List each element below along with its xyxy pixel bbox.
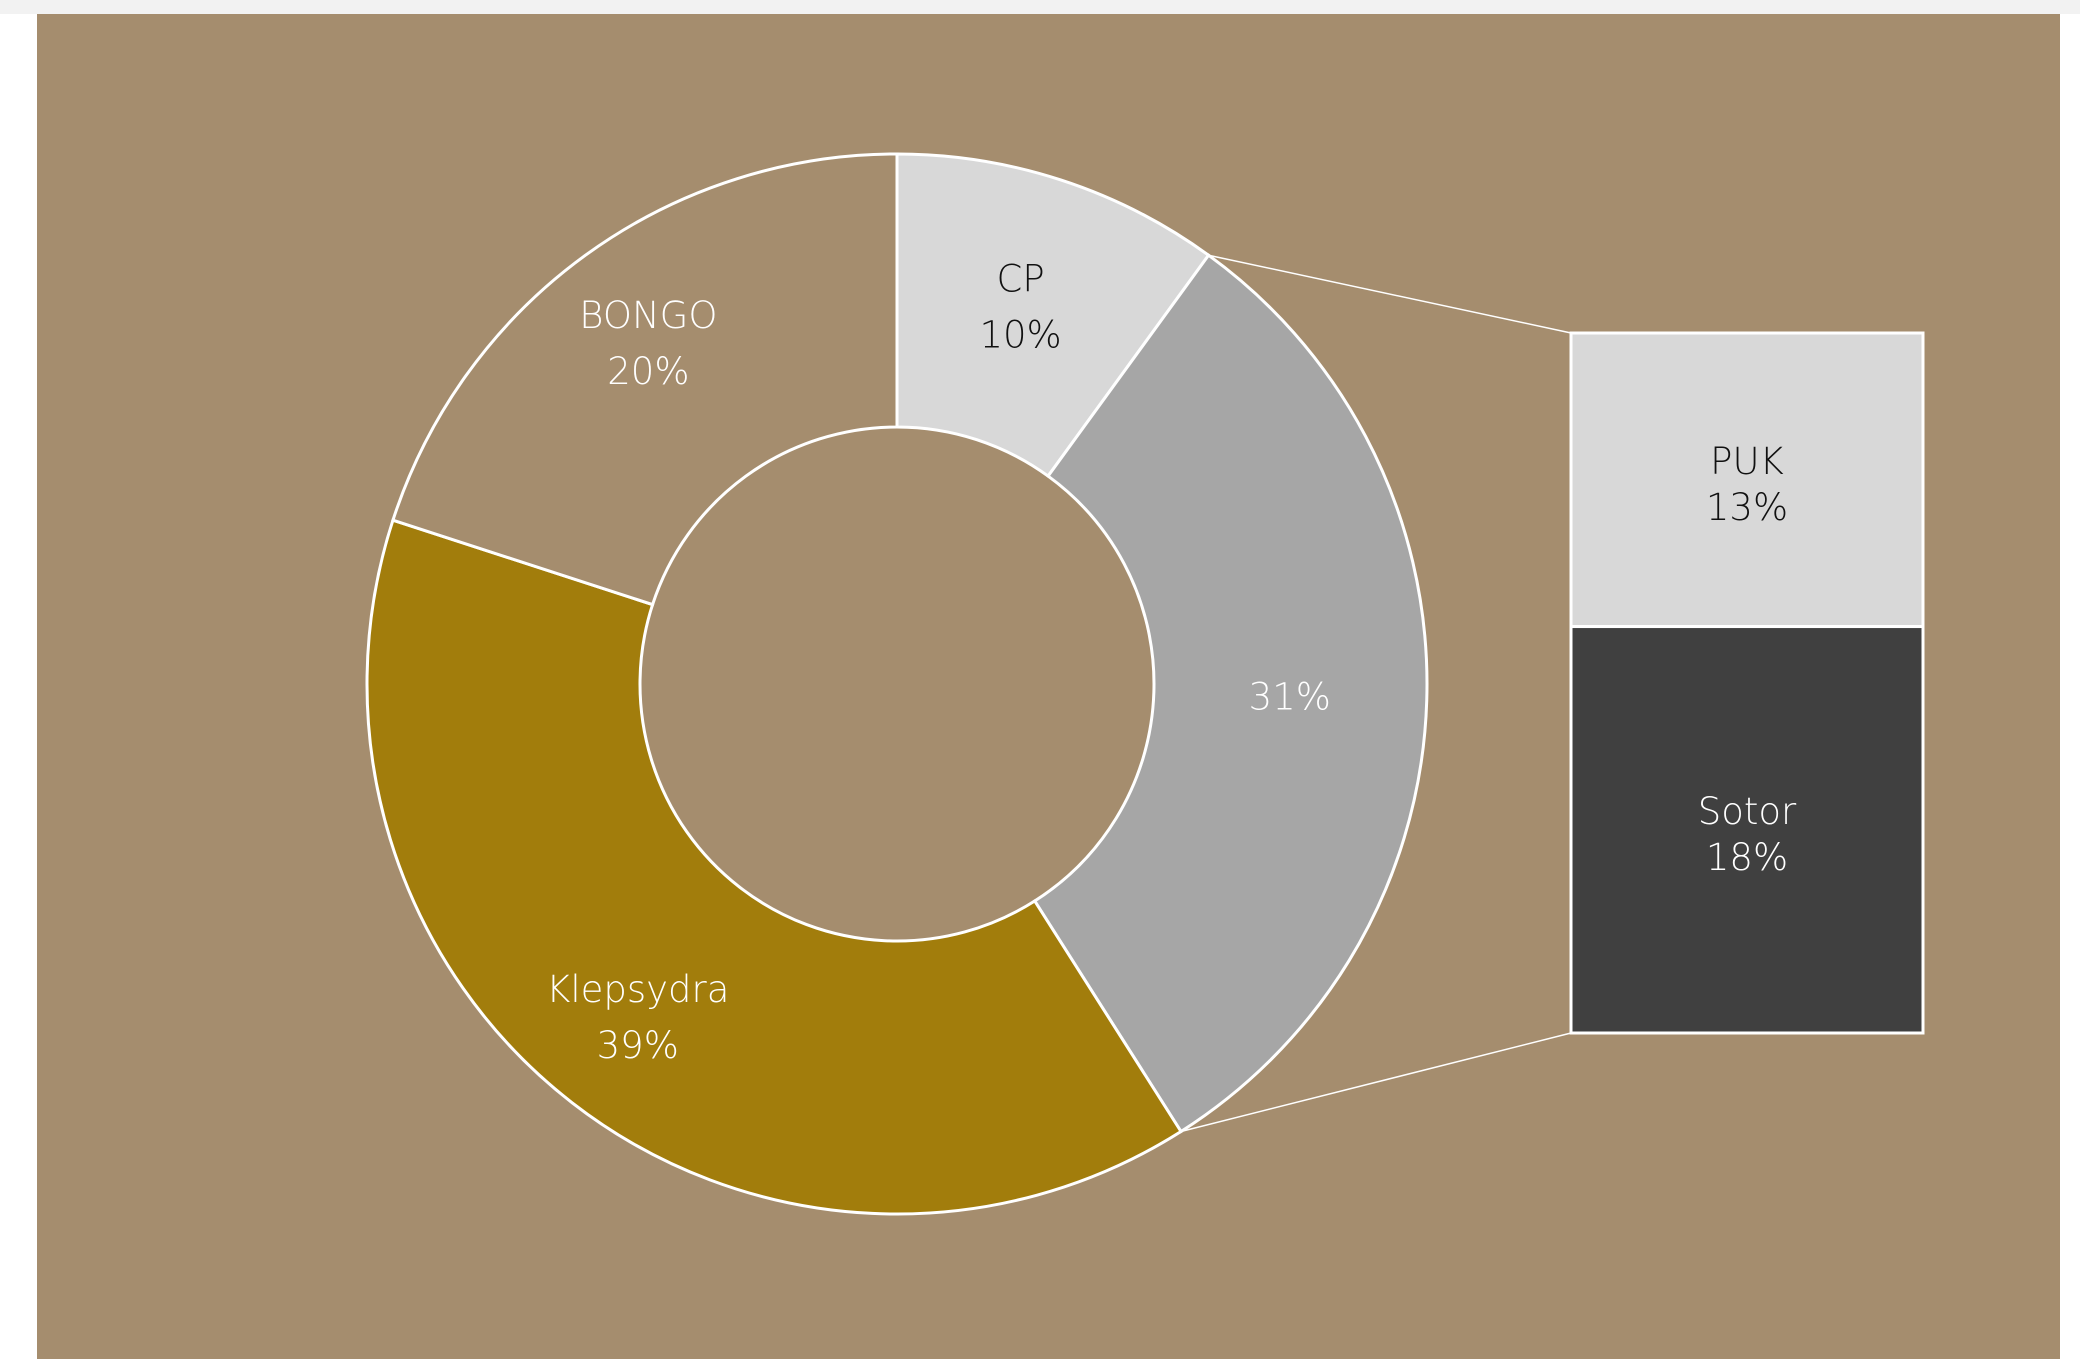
bar-segment-sotor[interactable] [1569, 625, 1925, 1035]
label-other-value: 31% [1249, 675, 1331, 718]
page-top-strip [0, 0, 2080, 14]
bar-segment-puk[interactable] [1569, 331, 1925, 629]
label-puk-value: 13% [1706, 486, 1788, 529]
label-cp-name: CP [997, 258, 1045, 301]
breakdown-stack [1569, 331, 1925, 1035]
label-sotor-name: Sotor [1698, 790, 1797, 833]
label-bongo-name: BONGO [579, 294, 717, 337]
label-cp-value: 10% [979, 314, 1061, 357]
label-puk-name: PUK [1710, 440, 1784, 483]
slice-klepsydra[interactable] [365, 518, 1184, 1216]
slice-bongo[interactable] [391, 152, 899, 607]
connector-line-top [1208, 254, 1572, 334]
slice-other-group[interactable] [1032, 253, 1429, 1134]
label-sotor-value: 18% [1706, 836, 1788, 879]
label-bongo-value: 20% [607, 350, 689, 393]
bar-of-pie-chart: CP 10% 31% Klepsydra 39% BONGO 20% PUK 1… [37, 14, 2060, 1359]
doughnut-slices [365, 152, 1429, 1216]
connector-line-bottom [1180, 1032, 1572, 1133]
slice-cp[interactable] [895, 152, 1211, 479]
chart-panel: CP 10% 31% Klepsydra 39% BONGO 20% PUK 1… [37, 14, 2060, 1359]
label-klepsydra-value: 39% [597, 1024, 679, 1067]
label-klepsydra-name: Klepsydra [546, 968, 729, 1011]
